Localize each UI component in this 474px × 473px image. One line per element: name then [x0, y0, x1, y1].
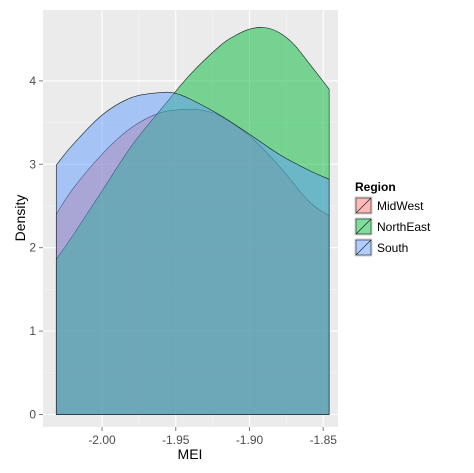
y-axis-ticks: 0 1 2 3 4 [29, 74, 43, 421]
y-tick-label: 4 [29, 74, 36, 88]
x-axis-title: MEI [178, 446, 203, 462]
y-axis-title: Density [12, 195, 28, 242]
y-tick-label: 0 [29, 407, 36, 421]
legend-key-slash [355, 197, 372, 214]
legend: Region MidWest NorthEast South [354, 180, 431, 257]
legend-key-slash [355, 218, 372, 235]
y-tick-label: 1 [29, 324, 36, 338]
density-areas [55, 27, 330, 415]
legend-title: Region [355, 180, 396, 194]
y-tick-label: 3 [29, 157, 36, 171]
x-tick-label: -1.90 [236, 433, 264, 447]
legend-label-south: South [377, 241, 408, 255]
legend-key-slash [355, 239, 372, 256]
x-tick-label: -2.00 [88, 433, 116, 447]
legend-label-midwest: MidWest [377, 199, 424, 213]
x-axis-ticks: -2.00 -1.95 -1.90 -1.85 [88, 427, 337, 447]
density-area-south [55, 91, 330, 415]
x-tick-label: -1.95 [162, 433, 190, 447]
x-tick-label: -1.85 [310, 433, 338, 447]
y-tick-label: 2 [29, 241, 36, 255]
legend-label-northeast: NorthEast [377, 220, 431, 234]
